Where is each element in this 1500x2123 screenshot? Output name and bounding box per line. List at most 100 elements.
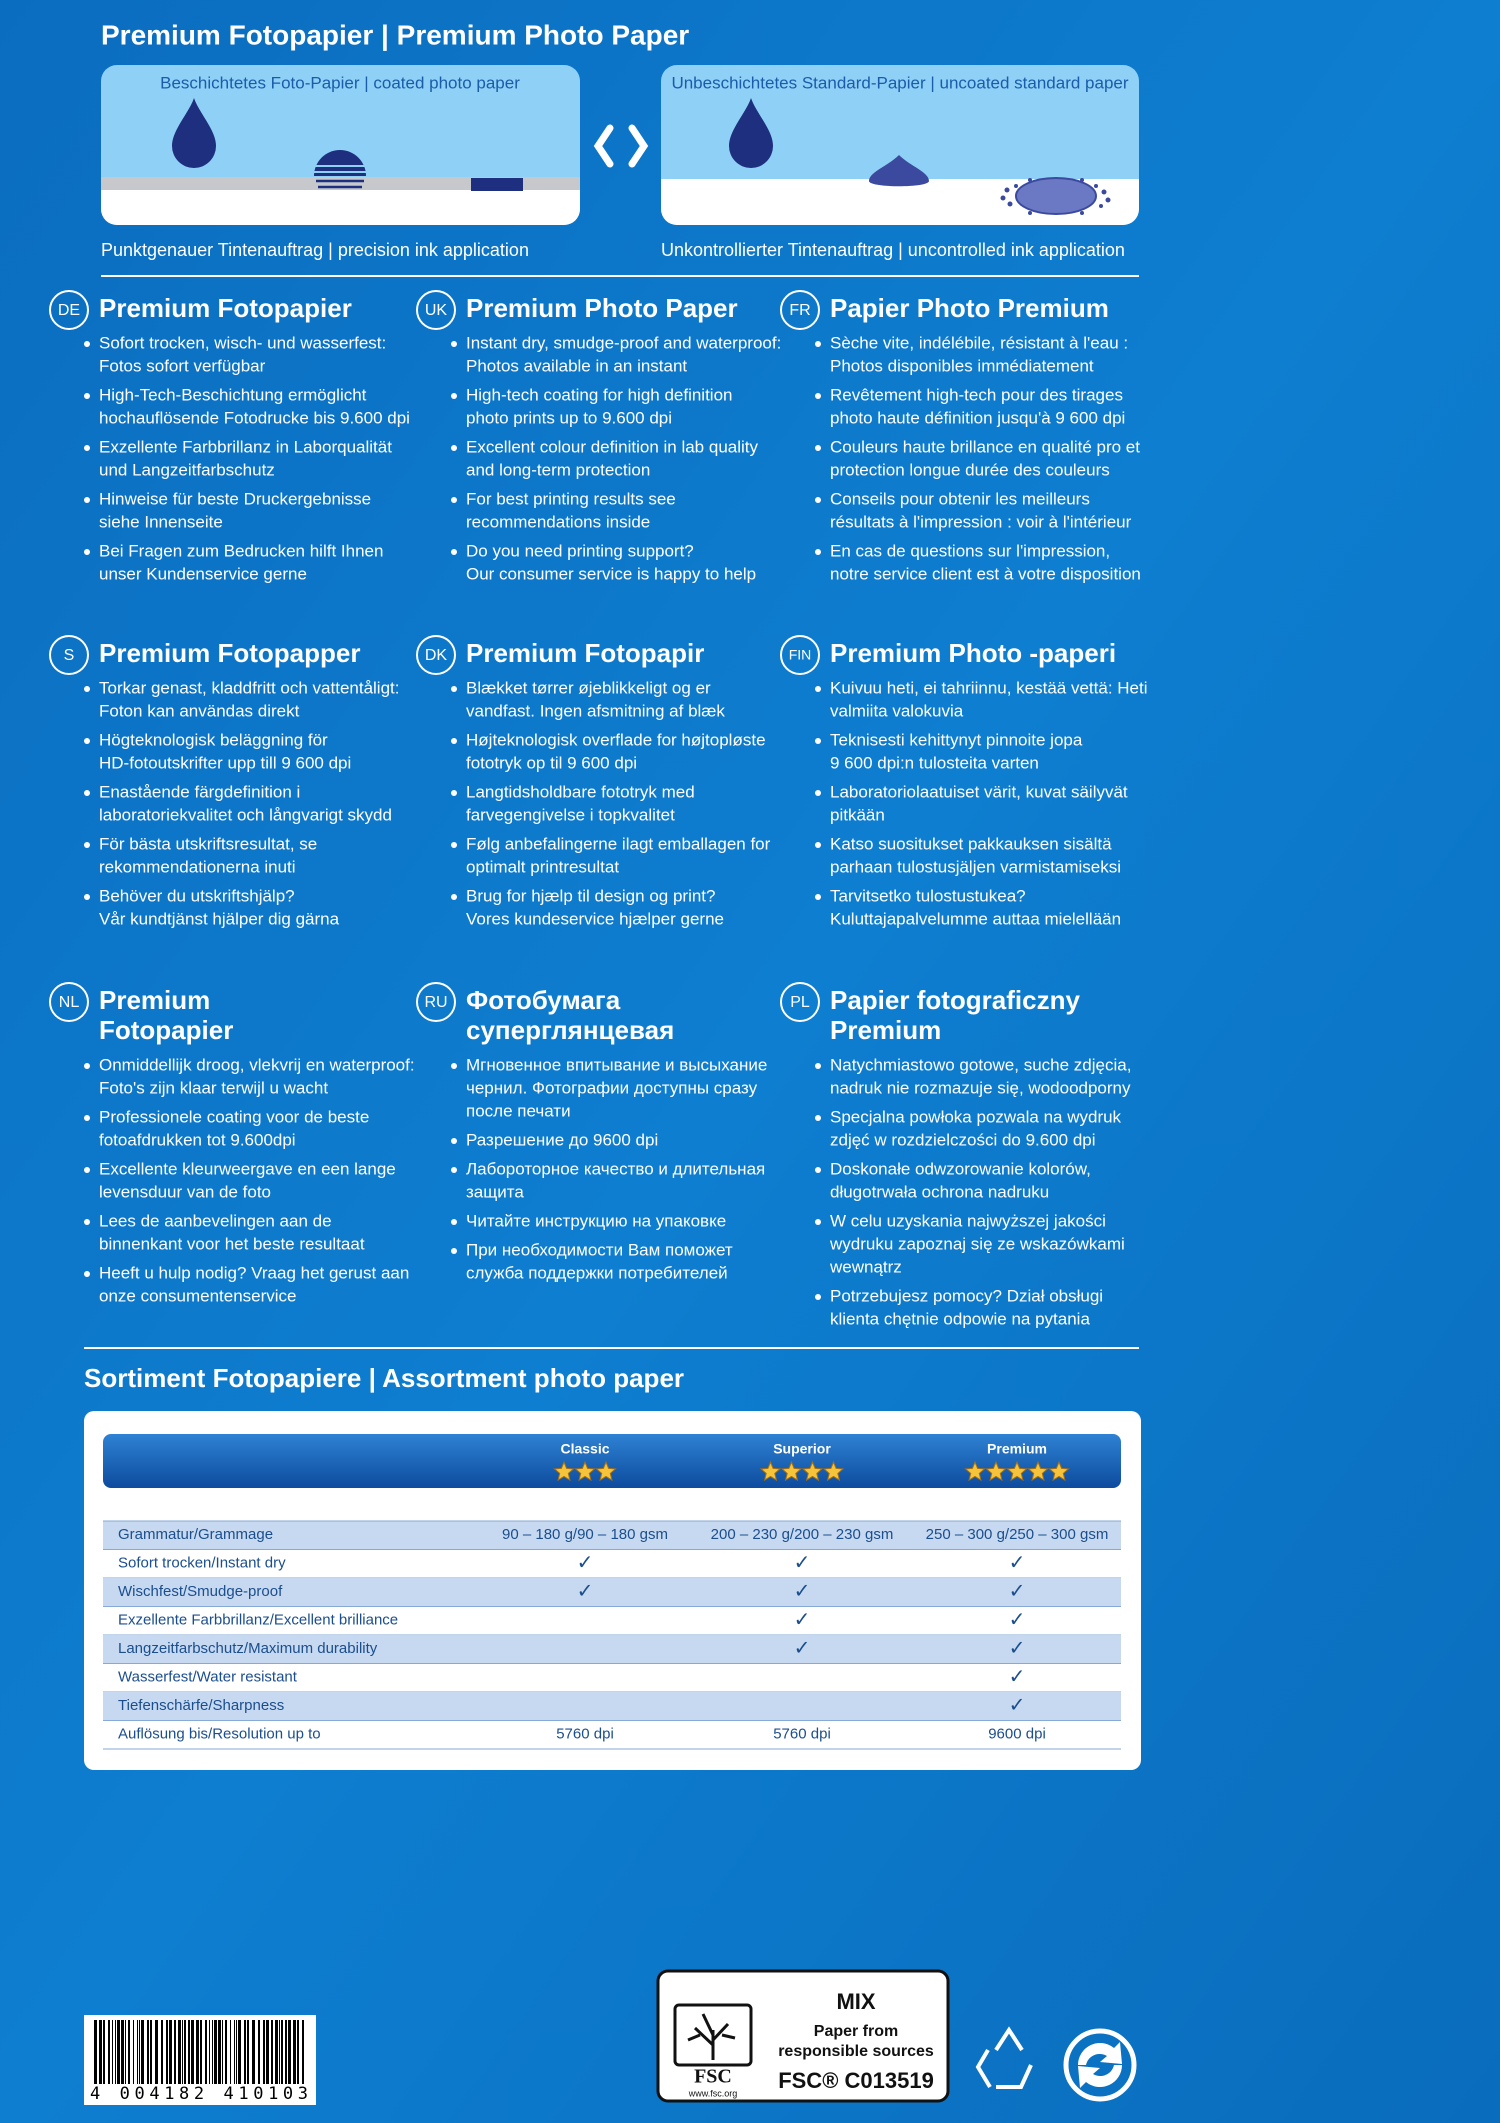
- barcode-bar: [281, 2020, 283, 2084]
- barcode-bar: [247, 2020, 249, 2084]
- bullet-text: zdjęć w rozdzielczości do 9.600 dpi: [830, 1130, 1096, 1149]
- bullet-dot: [815, 1167, 821, 1173]
- bullet-text: Exzellente Farbbrillanz in Laborqualität: [99, 437, 392, 456]
- bullet-dot: [815, 1219, 821, 1225]
- row-band: [103, 1578, 1121, 1607]
- bullet-dot: [451, 686, 457, 692]
- barcode-bar: [137, 2020, 138, 2084]
- barcode-bar: [234, 2020, 235, 2084]
- bullet-text: recommendations inside: [466, 512, 650, 531]
- bullet-text: Fotos sofort verfügbar: [99, 356, 266, 375]
- barcode-bar: [225, 2020, 227, 2084]
- bullet-dot: [815, 1115, 821, 1121]
- bullet-text: siehe Innenseite: [99, 512, 223, 531]
- row-label: Wasserfest/Water resistant: [118, 1669, 298, 1686]
- star: [964, 1460, 986, 1482]
- fsc-mix: MIX: [836, 1989, 875, 2014]
- bullet-text: unser Kundenservice gerne: [99, 564, 307, 583]
- language-badge: [780, 635, 820, 675]
- row-band: [103, 1521, 1121, 1550]
- row-label: Tiefenschärfe/Sharpness: [118, 1697, 284, 1714]
- bullet-dot: [451, 549, 457, 555]
- panel-caption: Punktgenauer Tintenauftrag | precision i…: [101, 240, 529, 260]
- bullet-text: photo haute définition jusqu'à 9 600 dpi: [830, 408, 1125, 427]
- bullet-dot: [451, 790, 457, 796]
- bullet-text: Behöver du utskriftshjälp?: [99, 886, 295, 905]
- barcode-bar: [166, 2020, 168, 2084]
- bullet-text: Excellent colour definition in lab quali…: [466, 437, 759, 456]
- table-cell: 5760 dpi: [556, 1726, 614, 1743]
- star-rating: [553, 1460, 617, 1482]
- barcode-bar: [184, 2020, 186, 2084]
- barcode-bar: [133, 2020, 134, 2084]
- language-code: DK: [425, 647, 448, 664]
- barcode-bar: [230, 2020, 231, 2084]
- barcode-bar: [103, 2020, 105, 2084]
- bullet-text: W celu uzyskania najwyższej jakości: [830, 1211, 1106, 1230]
- barcode-bar: [182, 2020, 183, 2084]
- bullet-text: notre service client est à votre disposi…: [830, 564, 1141, 583]
- green-dot-symbol: [1063, 2028, 1137, 2102]
- table-cell: ✓: [1009, 1581, 1026, 1603]
- bullet-dot: [815, 790, 821, 796]
- bullet-text: onze consumentenservice: [99, 1286, 297, 1305]
- barcode-bars: [94, 2020, 304, 2084]
- row-band: [103, 1692, 1121, 1721]
- bullet-dot: [84, 1115, 90, 1121]
- star: [595, 1460, 617, 1482]
- row-label: Sofort trocken/Instant dry: [118, 1555, 286, 1572]
- bullet-text: För bästa utskriftsresultat, se: [99, 834, 317, 853]
- barcode-bar: [94, 2020, 97, 2084]
- star-rating: [964, 1460, 1070, 1482]
- barcode-bar: [200, 2020, 202, 2084]
- bullet-dot: [84, 686, 90, 692]
- bullet-text: Лабороторное качество и длительная: [466, 1159, 765, 1178]
- bullet-dot: [451, 1167, 457, 1173]
- star: [801, 1460, 824, 1482]
- row-label: Langzeitfarbschutz/Maximum durability: [118, 1640, 378, 1657]
- bullet-text: HD-fotoutskrifter upp till 9 600 dpi: [99, 753, 351, 772]
- recycle-symbol: [975, 2026, 1033, 2089]
- bullet-text: For best printing results see: [466, 489, 676, 508]
- bullet-dot: [815, 549, 821, 555]
- section-heading: суперглянцевая: [466, 1015, 674, 1045]
- table-title: Sortiment Fotopapiere | Assortment photo…: [84, 1363, 684, 1393]
- bullet-text: Revêtement high-tech pour des tirages: [830, 385, 1123, 404]
- barcode-bar: [205, 2020, 207, 2084]
- bullet-text: rekommendationerna inuti: [99, 857, 296, 876]
- bullet-dot: [451, 842, 457, 848]
- bullet-text: Conseils pour obtenir les meilleurs: [830, 489, 1090, 508]
- bullet-dot: [451, 894, 457, 900]
- barcode-bar: [178, 2020, 181, 2084]
- bullet-text: служба поддержки потребителей: [466, 1263, 728, 1282]
- bullet-text: levensduur van de foto: [99, 1182, 271, 1201]
- barcode-bar: [141, 2020, 144, 2084]
- section-heading: Premium Fotopapper: [99, 638, 360, 668]
- table-cell: ✓: [1009, 1638, 1026, 1660]
- bullet-dot: [84, 497, 90, 503]
- bullet-dot: [84, 1271, 90, 1277]
- bullet-dot: [815, 842, 821, 848]
- fsc-tree: [673, 2003, 753, 2067]
- compare-arrows: [593, 124, 649, 168]
- fsc-code: FSC® C013519: [778, 2068, 934, 2093]
- language-code: NL: [59, 994, 80, 1011]
- table-header-bar: [103, 1434, 1121, 1488]
- barcode-bar: [128, 2020, 130, 2084]
- row-label: Auflösung bis/Resolution up to: [118, 1726, 321, 1743]
- bullet-text: and long-term protection: [466, 460, 650, 479]
- barcode-bar: [244, 2020, 246, 2084]
- bullet-text: optimalt printresultat: [466, 857, 619, 876]
- panel-caption: Unkontrollierter Tintenauftrag | uncontr…: [661, 240, 1125, 260]
- bullet-dot: [84, 1063, 90, 1069]
- bullet-text: nadruk nie rozmazuje się, wodoodporny: [830, 1078, 1131, 1097]
- language-badge: [416, 290, 456, 330]
- section-heading: Premium: [99, 985, 210, 1015]
- star-rating: [759, 1460, 845, 1482]
- barcode-bar: [285, 2020, 287, 2084]
- bullet-text: hochauflösende Fotodrucke bis 9.600 dpi: [99, 408, 410, 427]
- bullet-text: Instant dry, smudge-proof and waterproof…: [466, 333, 781, 352]
- barcode-bar: [293, 2020, 296, 2084]
- barcode-bar: [212, 2020, 213, 2084]
- language-code: UK: [425, 302, 448, 319]
